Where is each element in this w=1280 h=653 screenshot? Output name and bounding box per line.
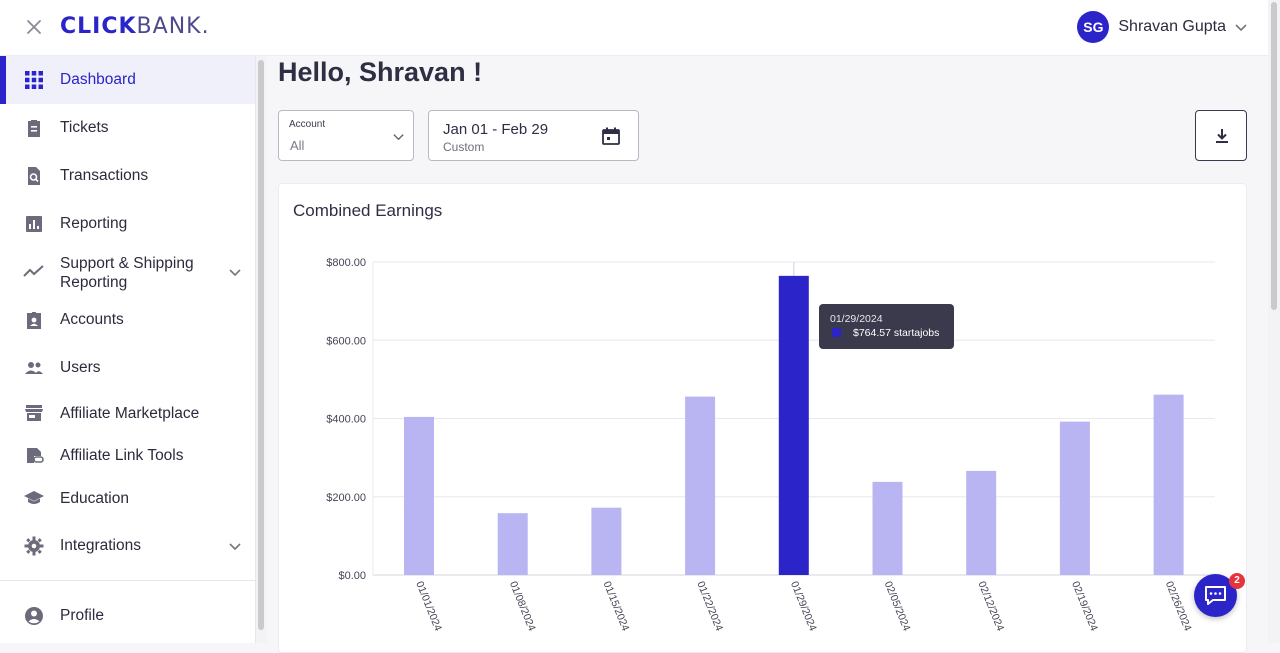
clipboard-icon	[28, 120, 40, 137]
calendar-icon[interactable]	[601, 126, 621, 146]
logo-text-click: CLICK	[60, 14, 137, 39]
sidebar-item-label-line2: Reporting	[60, 274, 128, 291]
dashboard-grid-icon	[25, 71, 43, 89]
storefront-icon	[25, 405, 43, 421]
sidebar-item-reporting[interactable]: Reporting	[0, 200, 255, 248]
sidebar-scrollbar[interactable]	[255, 56, 267, 643]
x-tick-label: 02/26/2024	[1163, 580, 1194, 633]
x-tick-label: 02/12/2024	[975, 580, 1006, 633]
chevron-down-icon	[393, 134, 404, 141]
sidebar-item-label: Transactions	[60, 167, 149, 184]
close-icon[interactable]	[22, 15, 46, 39]
y-tick-label: $600.00	[326, 335, 366, 347]
card-title: Combined Earnings	[293, 201, 443, 220]
chevron-down-icon	[229, 543, 241, 551]
x-tick-label: 01/15/2024	[601, 580, 632, 633]
account-select-caption: Account	[289, 119, 326, 130]
sidebar-item-label: Profile	[60, 607, 104, 624]
sidebar-item-education[interactable]: Education	[0, 476, 255, 520]
sidebar-item-label: Integrations	[60, 537, 141, 554]
sidebar-item-label: Education	[60, 490, 129, 507]
avatar: SG	[1077, 11, 1110, 43]
sidebar-item-label: Accounts	[60, 311, 124, 328]
download-icon	[1216, 129, 1228, 143]
x-tick-label: 01/08/2024	[507, 580, 538, 633]
sidebar-item-dashboard[interactable]: Dashboard	[0, 56, 255, 104]
y-tick-label: $800.00	[326, 257, 366, 269]
chart-bar	[1059, 421, 1090, 575]
sidebar-item-label-line1: Support & Shipping	[60, 255, 194, 272]
page-scrollbar[interactable]	[1268, 0, 1280, 643]
clickbank-logo[interactable]: CLICKBANK.	[60, 14, 210, 39]
x-tick-label: 02/05/2024	[882, 580, 913, 633]
sidebar: Dashboard Tickets Transactions Reporting…	[0, 56, 255, 643]
tooltip-series-swatch	[832, 328, 841, 337]
bar-chart-icon	[26, 216, 42, 232]
combined-earnings-card: Combined Earnings $0.00 $200.00 $400.00 $60…	[278, 183, 1247, 653]
sidebar-item-label: Affiliate Marketplace	[60, 405, 200, 422]
tooltip-value: $764.57 startajobs	[853, 327, 940, 339]
sidebar-item-label: Affiliate Link Tools	[60, 447, 184, 464]
chart-bar	[1153, 394, 1184, 575]
chart-bar	[685, 396, 716, 575]
sidebar-item-label: Users	[60, 359, 101, 376]
trend-line-icon	[23, 265, 44, 277]
link-tools-icon	[27, 448, 44, 463]
chart-bar	[872, 481, 903, 575]
sidebar-item-users[interactable]: Users	[0, 344, 255, 392]
account-select-value: All	[290, 138, 305, 153]
sidebar-item-affiliate-marketplace[interactable]: Affiliate Marketplace	[0, 392, 255, 434]
x-tick-label: 01/29/2024	[788, 580, 819, 633]
y-tick-label: $0.00	[338, 570, 366, 582]
earnings-bar-chart: $0.00 $200.00 $400.00 $600.00 $800.00 01/01/2…	[326, 257, 1215, 633]
notification-badge: 2	[1229, 573, 1245, 589]
chevron-down-icon	[1235, 24, 1247, 32]
scrollbar-thumb[interactable]	[1271, 2, 1277, 310]
graduation-cap-icon	[24, 491, 44, 504]
chart-bar	[591, 507, 622, 575]
date-range-picker[interactable]: Jan 01 - Feb 29 Custom	[428, 110, 639, 161]
sidebar-item-label: Tickets	[60, 119, 109, 136]
chart-bar	[778, 275, 809, 575]
sidebar-item-profile[interactable]: Profile	[0, 592, 255, 640]
sidebar-item-label: Reporting	[60, 215, 128, 232]
tooltip-date: 01/29/2024	[830, 313, 883, 325]
sidebar-item-affiliate-link-tools[interactable]: Affiliate Link Tools	[0, 434, 255, 476]
user-name: Shravan Gupta	[1118, 18, 1226, 35]
chart-bar	[966, 470, 997, 575]
badge-icon	[27, 312, 41, 329]
chart-bar	[497, 513, 528, 575]
sidebar-item-transactions[interactable]: Transactions	[0, 152, 255, 200]
chart-tooltip: 01/29/2024 $764.57 startajobs	[819, 304, 954, 349]
users-icon	[25, 362, 43, 374]
y-tick-label: $200.00	[326, 492, 366, 504]
x-tick-label: 01/22/2024	[694, 580, 725, 633]
top-bar: CLICKBANK. SG Shravan Gupta	[0, 0, 1280, 56]
logo-text-bank: BANK.	[136, 14, 210, 39]
page-title: Hello, Shravan !	[278, 57, 483, 87]
date-range-value: Jan 01 - Feb 29	[443, 121, 549, 138]
account-select[interactable]: Account All	[278, 110, 414, 161]
date-range-mode: Custom	[443, 140, 485, 154]
sidebar-item-label: Dashboard	[60, 71, 136, 88]
y-tick-label: $400.00	[326, 414, 366, 426]
document-search-icon	[28, 167, 40, 185]
gear-icon	[24, 536, 44, 556]
user-menu[interactable]: SG Shravan Gupta	[1077, 11, 1248, 43]
sidebar-item-integrations[interactable]: Integrations	[0, 522, 255, 570]
x-tick-label: 01/01/2024	[413, 580, 444, 633]
chat-icon	[1205, 586, 1226, 605]
sidebar-item-support-shipping-reporting[interactable]: Support & Shipping Reporting	[0, 248, 255, 296]
scrollbar-thumb[interactable]	[258, 60, 264, 630]
chart-bar	[404, 416, 434, 575]
profile-icon	[25, 607, 43, 625]
sidebar-item-tickets[interactable]: Tickets	[0, 104, 255, 152]
sidebar-divider	[0, 580, 255, 581]
x-tick-label: 02/19/2024	[1069, 580, 1100, 633]
download-button[interactable]	[1195, 110, 1247, 161]
sidebar-item-accounts[interactable]: Accounts	[0, 296, 255, 344]
chevron-down-icon	[229, 269, 241, 277]
